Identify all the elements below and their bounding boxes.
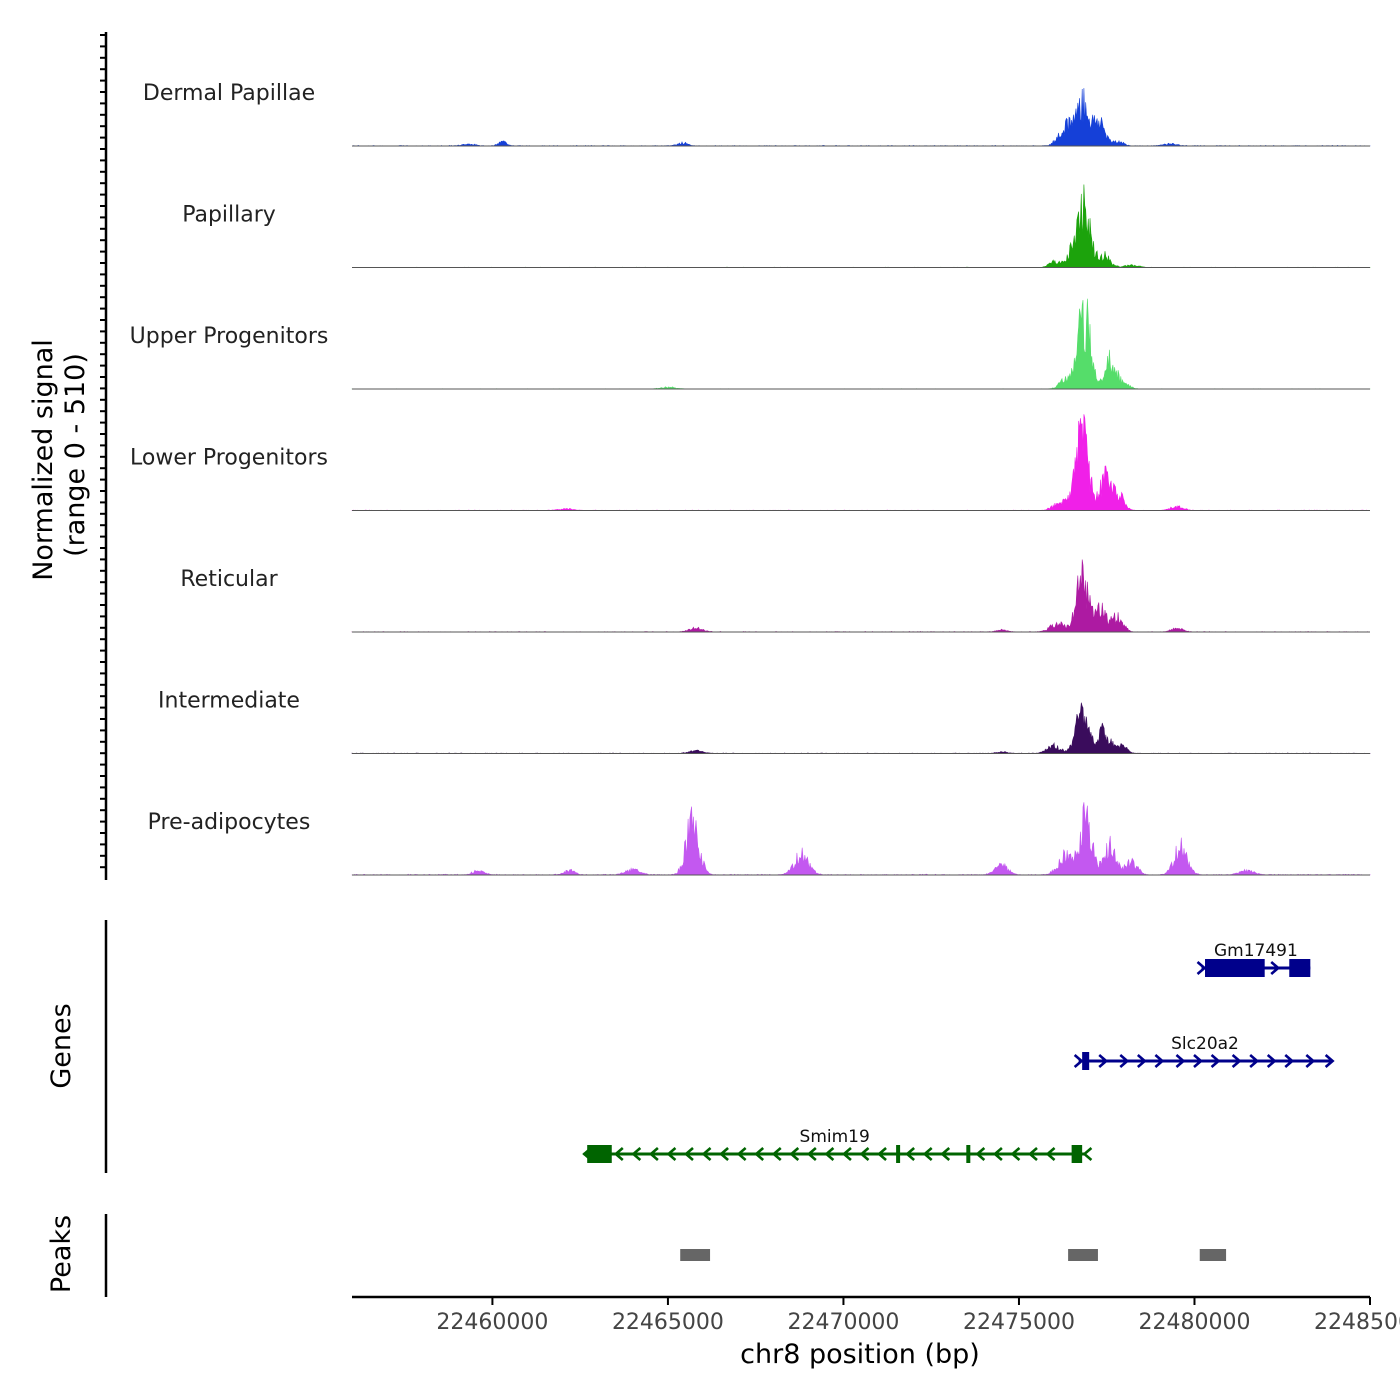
gene-exon xyxy=(896,1145,901,1163)
gene-label: Gm17491 xyxy=(1214,941,1298,961)
strand-arrow xyxy=(754,1147,765,1161)
strand-arrow xyxy=(877,1147,887,1161)
strand-arrow xyxy=(940,1147,951,1161)
gene-exon xyxy=(1071,1145,1083,1163)
strand-arrow xyxy=(841,1147,852,1161)
track-label: Dermal Papillae xyxy=(143,81,315,106)
strand-arrow xyxy=(1324,1054,1335,1068)
peak-region xyxy=(1068,1249,1098,1261)
track-signal-area xyxy=(352,184,1371,268)
track-signal-area xyxy=(351,702,1371,754)
track-label: Reticular xyxy=(180,567,278,592)
strand-arrow xyxy=(631,1147,642,1161)
strand-arrow xyxy=(1193,1054,1203,1068)
x-tick-label: 22475000 xyxy=(963,1310,1075,1335)
strand-arrow xyxy=(824,1147,835,1161)
strand-arrow xyxy=(1045,1147,1056,1161)
strand-arrow xyxy=(992,1147,1003,1161)
track-intermediate: Intermediate xyxy=(158,689,1371,754)
track-label: Pre-adipocytes xyxy=(148,810,311,835)
x-tick-label: 22460000 xyxy=(436,1310,548,1335)
strand-arrow xyxy=(1175,1054,1186,1068)
track-signal-area xyxy=(351,802,1371,876)
y-axis-title-line1: Normalized signal xyxy=(28,339,59,581)
track-pre-adipocytes: Pre-adipocytes xyxy=(148,802,1371,876)
gene-annotations: Gm17491 Slc20a2 Smim19 xyxy=(582,941,1335,1163)
track-signal-area xyxy=(351,88,1371,147)
genes-axis-title: Genes xyxy=(46,1003,77,1088)
gene-exon xyxy=(1289,959,1311,977)
strand-arrow xyxy=(1231,1054,1242,1068)
strand-arrow xyxy=(1154,1054,1165,1068)
strand-arrow xyxy=(1010,1147,1021,1161)
strand-arrow xyxy=(771,1147,782,1161)
gene-exon xyxy=(1082,1052,1090,1070)
track-dermal-papillae: Dermal Papillae xyxy=(143,81,1371,147)
track-upper-progenitors: Upper Progenitors xyxy=(130,298,1371,390)
track-label: Upper Progenitors xyxy=(130,324,329,349)
strand-arrow xyxy=(1136,1054,1147,1068)
strand-arrow xyxy=(905,1147,915,1161)
track-papillary: Papillary xyxy=(182,184,1371,268)
y-axis-title-line2: (range 0 - 510) xyxy=(60,353,91,557)
strand-arrow xyxy=(975,1147,986,1161)
strand-arrow xyxy=(1119,1054,1130,1068)
strand-arrow xyxy=(683,1147,694,1161)
strand-arrow xyxy=(1284,1054,1295,1068)
strand-arrow xyxy=(1210,1054,1221,1068)
strand-arrow xyxy=(613,1147,624,1161)
track-label: Intermediate xyxy=(158,689,300,714)
track-signal-area xyxy=(351,414,1371,511)
strand-arrow xyxy=(701,1147,712,1161)
strand-arrow xyxy=(582,1147,593,1161)
track-signal-area xyxy=(351,298,1371,390)
track-reticular: Reticular xyxy=(180,559,1371,633)
strand-arrow xyxy=(1082,1147,1093,1161)
x-tick-label: 22485000 xyxy=(1314,1310,1400,1335)
track-label: Lower Progenitors xyxy=(130,446,328,471)
gene-exon xyxy=(1205,959,1265,977)
coverage-y-ticks xyxy=(100,34,106,869)
gene-smim19: Smim19 xyxy=(582,1127,1093,1163)
gene-gm17491: Gm17491 xyxy=(1196,941,1311,977)
strand-arrow xyxy=(719,1147,729,1161)
gene-slc20a2: Slc20a2 xyxy=(1073,1034,1335,1070)
peak-region xyxy=(1199,1249,1227,1261)
strand-arrow xyxy=(1196,961,1207,975)
strand-arrow xyxy=(1305,1054,1316,1068)
track-lower-progenitors: Lower Progenitors xyxy=(130,414,1371,511)
strand-arrow xyxy=(806,1147,817,1161)
strand-arrow xyxy=(1270,961,1281,975)
coverage-tracks: Dermal Papillae Papillary Upper Progenitor… xyxy=(130,81,1371,876)
strand-arrow xyxy=(1073,1054,1084,1068)
strand-arrow xyxy=(1249,1054,1260,1068)
strand-arrow xyxy=(1098,1054,1109,1068)
strand-arrow xyxy=(648,1147,659,1161)
peaks-axis-title: Peaks xyxy=(46,1215,77,1293)
gene-exon xyxy=(966,1145,971,1163)
gene-label: Smim19 xyxy=(800,1127,870,1147)
x-tick-label: 22465000 xyxy=(612,1310,724,1335)
gene-label: Slc20a2 xyxy=(1171,1034,1239,1054)
strand-arrow xyxy=(1266,1054,1277,1068)
strand-arrow xyxy=(736,1147,747,1161)
x-tick-label: 22470000 xyxy=(787,1310,899,1335)
track-label: Papillary xyxy=(182,203,276,228)
strand-arrow xyxy=(666,1147,677,1161)
peak-region xyxy=(680,1249,711,1261)
strand-arrow xyxy=(1028,1147,1038,1161)
strand-arrow xyxy=(789,1147,800,1161)
x-axis-ticks: 22460000 22465000 22470000 22475000 22480000… xyxy=(436,1297,1400,1335)
gene-exon xyxy=(587,1145,612,1163)
x-tick-label: 22480000 xyxy=(1138,1310,1250,1335)
strand-arrow xyxy=(859,1147,870,1161)
strand-arrow xyxy=(922,1147,933,1161)
track-signal-area xyxy=(351,559,1371,633)
peak-regions xyxy=(680,1249,1227,1261)
x-axis-title: chr8 position (bp) xyxy=(740,1339,980,1370)
